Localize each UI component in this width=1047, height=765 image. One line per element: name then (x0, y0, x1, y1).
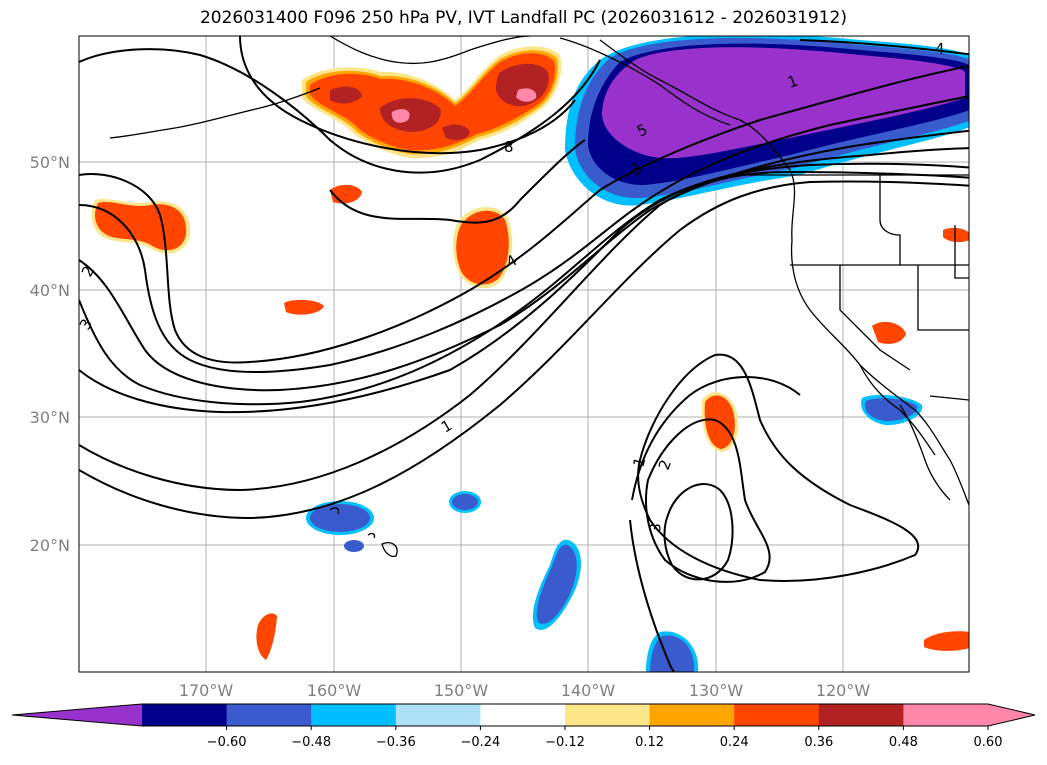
colorbar-tick-label: 0.12 (635, 735, 664, 750)
colorbar-tick-label: −0.48 (291, 735, 331, 750)
colorbar-bin (226, 704, 312, 726)
ivt-contours (79, 36, 969, 672)
map-title: 2026031400 F096 250 hPa PV, IVT Landfall… (199, 8, 847, 28)
colorbar-outline (11, 703, 1036, 727)
colorbar-bin (903, 704, 989, 726)
lon-label: 130°W (689, 681, 744, 700)
colorbar-extend-max (988, 704, 1035, 726)
colorbar-tick-label: 0.36 (804, 735, 833, 750)
lon-label: 170°W (179, 681, 234, 700)
colorbar-tick-label: −0.12 (545, 735, 585, 750)
lat-label: 20°N (30, 536, 70, 555)
colorbar-tick-label: 0.60 (974, 735, 1003, 750)
colorbar-bin (480, 704, 566, 726)
gridlines (79, 36, 969, 672)
coastlines (109, 36, 969, 558)
lat-label: 50°N (30, 153, 70, 172)
positive-pv-region (91, 46, 969, 660)
colorbar-bin (565, 704, 651, 726)
latitude-labels: 50°N 40°N 30°N 20°N (30, 153, 70, 555)
colorbar-tick-label: −0.24 (460, 735, 500, 750)
contour-label: 3 (646, 522, 665, 533)
lat-label: 30°N (30, 408, 70, 427)
colorbar-extend-min (12, 704, 142, 726)
colorbar-tick-label: −0.60 (207, 735, 247, 750)
colorbar-tick-label: 0.24 (720, 735, 749, 750)
contour-label: 8 (504, 138, 514, 156)
contour-label: 4 (935, 40, 945, 58)
colorbar-tick-label: −0.36 (376, 735, 416, 750)
colorbar-tick-label: 0.48 (889, 735, 918, 750)
map-frame (78, 35, 970, 673)
colorbar-bin (395, 704, 481, 726)
lon-label: 160°W (307, 681, 362, 700)
longitude-labels: 170°W 160°W 150°W 140°W 130°W 120°W (179, 681, 871, 700)
contour-label: 1 (629, 455, 649, 469)
colorbar-bin (649, 704, 735, 726)
colorbar-bin (818, 704, 904, 726)
lon-label: 150°W (434, 681, 489, 700)
colorbar-bin (734, 704, 820, 726)
lon-label: 120°W (816, 681, 871, 700)
lon-label: 140°W (561, 681, 616, 700)
colorbar-bin (311, 704, 397, 726)
colorbar-bin (142, 704, 228, 726)
lat-label: 40°N (30, 281, 70, 300)
colorbar: −0.60 −0.48 −0.36 −0.24 −0.12 0.12 0.24 0.36 0.4… (11, 703, 1036, 750)
